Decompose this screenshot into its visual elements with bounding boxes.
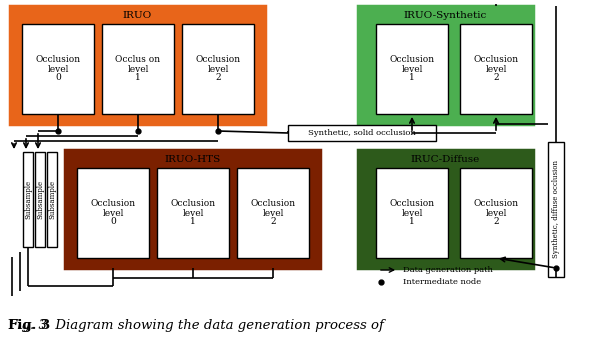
Bar (376, 24, 448, 114)
Text: Occlusion: Occlusion (389, 199, 434, 209)
Bar (288, 125, 436, 141)
Text: IRUO: IRUO (123, 11, 152, 21)
Bar (358, 150, 533, 268)
Text: IRUC-Diffuse: IRUC-Diffuse (411, 155, 480, 165)
Text: Occlusion: Occlusion (473, 55, 518, 65)
Bar (10, 6, 265, 124)
Bar (23, 152, 33, 247)
Text: Synthetic, diffuse occlusion: Synthetic, diffuse occlusion (552, 161, 560, 259)
Text: level: level (127, 65, 149, 73)
Text: Occlusion: Occlusion (35, 55, 80, 65)
Text: 0: 0 (110, 217, 116, 226)
Text: IRUO-Synthetic: IRUO-Synthetic (404, 11, 487, 21)
Text: Occlusion: Occlusion (473, 199, 518, 209)
Text: Subsample: Subsample (24, 180, 32, 219)
Text: Occlusion: Occlusion (170, 199, 215, 209)
Text: Intermediate node: Intermediate node (403, 278, 481, 286)
Text: level: level (208, 65, 229, 73)
Bar (376, 168, 448, 258)
Text: Occlusion: Occlusion (389, 55, 434, 65)
Text: 2: 2 (493, 217, 499, 226)
Text: level: level (47, 65, 68, 73)
Text: level: level (401, 209, 422, 217)
Text: 1: 1 (190, 217, 196, 226)
Text: Occlusion: Occlusion (196, 55, 241, 65)
Bar (182, 24, 254, 114)
Text: Fig. 3  Diagram showing the data generation process of: Fig. 3 Diagram showing the data generati… (8, 318, 384, 332)
Bar (77, 168, 149, 258)
Text: 0: 0 (55, 73, 61, 82)
Text: 1: 1 (409, 217, 415, 226)
Text: 2: 2 (270, 217, 276, 226)
Text: 1: 1 (135, 73, 141, 82)
Text: Subsample: Subsample (36, 180, 44, 219)
Text: Data generation path: Data generation path (403, 266, 493, 274)
Bar (35, 152, 45, 247)
Text: Occlus on: Occlus on (115, 55, 161, 65)
Text: level: level (182, 209, 203, 217)
Bar (102, 24, 174, 114)
Text: IRUO-HTS: IRUO-HTS (164, 155, 221, 165)
Text: level: level (485, 65, 506, 73)
Bar (47, 152, 57, 247)
Bar (548, 142, 564, 277)
Bar (358, 6, 533, 124)
Text: level: level (485, 209, 506, 217)
Bar (22, 24, 94, 114)
Text: 2: 2 (493, 73, 499, 82)
Bar (237, 168, 309, 258)
Text: level: level (262, 209, 284, 217)
Text: Occlusion: Occlusion (91, 199, 136, 209)
Bar (460, 24, 532, 114)
Text: Fig. 3: Fig. 3 (8, 318, 50, 332)
Text: 1: 1 (409, 73, 415, 82)
Bar (460, 168, 532, 258)
Text: level: level (401, 65, 422, 73)
Text: Occlusion: Occlusion (250, 199, 296, 209)
Bar (157, 168, 229, 258)
Text: level: level (103, 209, 124, 217)
Text: Subsample: Subsample (48, 180, 56, 219)
Text: 2: 2 (215, 73, 221, 82)
Text: Synthetic, solid occlusion: Synthetic, solid occlusion (308, 129, 416, 137)
Bar (65, 150, 320, 268)
